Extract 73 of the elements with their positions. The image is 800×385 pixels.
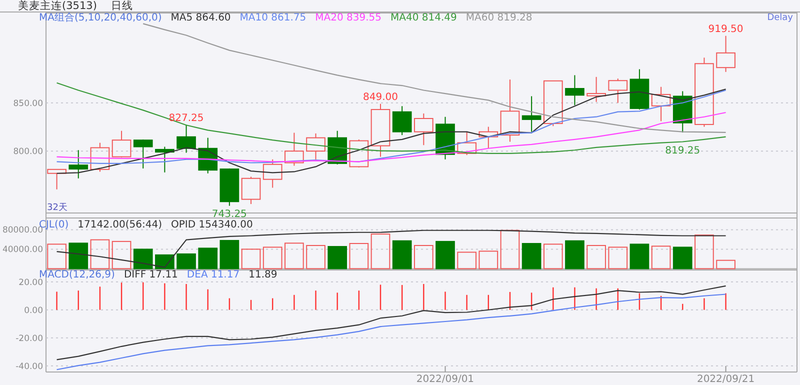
bar <box>694 234 714 270</box>
candlestick <box>651 86 671 122</box>
x-tick-label: 2022/09/21 <box>696 374 755 385</box>
bar <box>90 239 110 270</box>
bar <box>630 244 650 270</box>
candlestick <box>306 132 326 160</box>
legend-title: MA组合(5,10,20,40,60,0) <box>39 12 162 24</box>
candlestick <box>478 126 498 149</box>
annotation: 849.00 <box>362 92 398 103</box>
annotation: 32天 <box>47 202 68 213</box>
annotation: 743.25 <box>212 208 247 220</box>
text: MA20 839.55 <box>315 12 382 24</box>
annotation: OPID 154340.00 <box>171 220 253 230</box>
bar <box>414 244 434 270</box>
bar <box>392 240 412 270</box>
bar <box>349 242 369 270</box>
candlestick <box>522 96 542 132</box>
bar <box>543 244 563 270</box>
text: Delay <box>767 13 794 23</box>
line-series <box>56 82 726 154</box>
bar <box>112 240 132 270</box>
annotation: 11.89 <box>248 270 278 280</box>
bar <box>198 248 218 270</box>
candlestick <box>565 74 584 106</box>
x-tick-label: 2022/09/01 <box>416 374 474 385</box>
y-tick-label: 40000.00 <box>2 245 43 256</box>
y-tick-label: 20.00 <box>18 278 43 288</box>
text: MA10 861.75 <box>240 12 306 24</box>
bar <box>608 246 628 270</box>
bar <box>370 234 390 270</box>
y-tick-label: 850.00 <box>13 98 43 109</box>
y-tick-label: -40.00 <box>16 362 43 372</box>
annotation: 827.25 <box>168 112 204 124</box>
line-series <box>56 285 726 360</box>
text: DEA 11.17 <box>186 270 240 280</box>
bar <box>241 248 261 270</box>
y-tick-label: 800.00 <box>13 147 43 158</box>
bar <box>651 246 671 270</box>
bar <box>478 250 498 270</box>
bar <box>306 244 326 270</box>
chart-subtitle: 日线 <box>110 0 133 12</box>
bar <box>716 260 736 270</box>
bar <box>436 240 455 270</box>
bar <box>565 240 584 270</box>
bar <box>457 252 476 270</box>
text: MA5 864.60 <box>170 12 231 24</box>
text: MA60 819.28 <box>466 12 532 24</box>
annotation: 819.25 <box>665 146 700 157</box>
y-tick-label: -20.00 <box>16 334 43 344</box>
y-tick-label: 0.00 <box>24 306 43 316</box>
bar <box>586 244 606 270</box>
chart-title: 美麦主连(3513) <box>18 0 97 12</box>
bar <box>176 253 196 270</box>
candlestick <box>716 35 736 72</box>
candlestick <box>68 150 88 179</box>
bar <box>328 246 348 270</box>
bar <box>522 242 542 270</box>
text: DIFF 17.11 <box>124 270 178 280</box>
annotation: 919.50 <box>708 24 744 35</box>
bar <box>68 242 88 270</box>
line-series <box>56 294 726 370</box>
bar <box>500 230 520 270</box>
bar <box>220 240 240 270</box>
legend-title: MACD(12,26,9) <box>39 270 116 280</box>
line-series <box>56 230 726 268</box>
text: MA40 814.49 <box>390 12 457 24</box>
bar <box>47 244 66 270</box>
bar <box>672 246 692 270</box>
bar <box>284 242 304 270</box>
bar <box>133 248 153 270</box>
bar <box>262 246 282 270</box>
candlestick <box>414 112 434 146</box>
annotation: 17142.00(56:44) <box>78 220 162 230</box>
